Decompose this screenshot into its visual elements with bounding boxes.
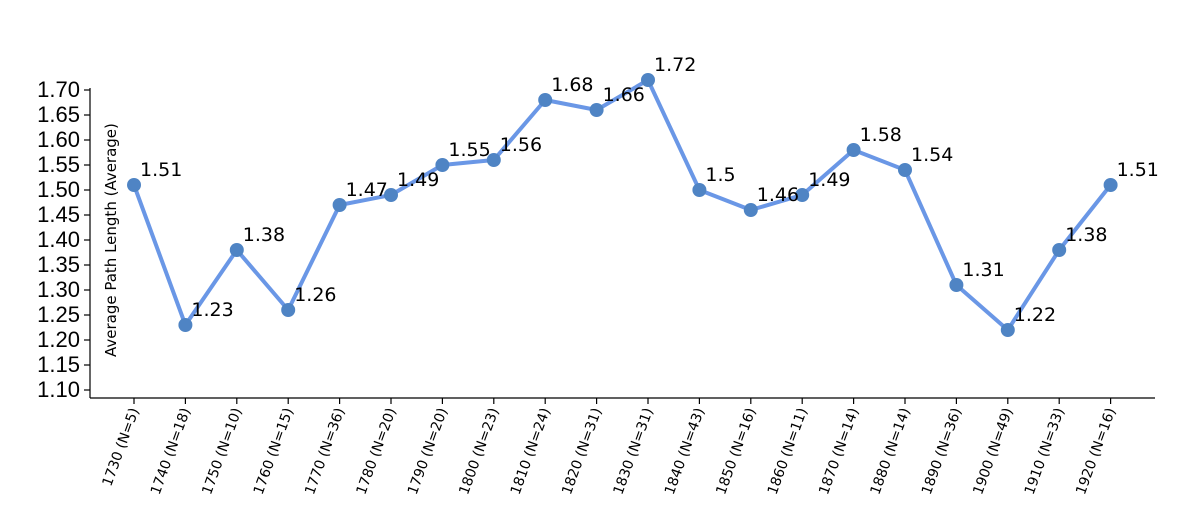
x-tick-label: 1900 (N=49): [970, 406, 1016, 497]
series-line: [132, 78, 1113, 332]
x-tick-label: 1830 (N=31): [611, 406, 657, 497]
y-axis: 1.101.151.201.251.301.351.401.451.501.55…: [37, 77, 91, 402]
data-points: [127, 73, 1118, 337]
x-tick-label: 1750 (N=10): [199, 406, 245, 497]
x-tick-label: 1800 (N=23): [456, 406, 502, 497]
x-tick-label: 1880 (N=14): [868, 406, 914, 497]
data-label: 1.38: [1065, 224, 1107, 246]
y-tick-label: 1.10: [37, 377, 80, 402]
x-tick-label: 1810 (N=24): [508, 406, 554, 497]
data-label: 1.54: [911, 144, 953, 166]
x-tick-labels: 1730 (N=5) 1740 (N=18) 1750 (N=10) 1760 (N=…: [100, 398, 1119, 497]
y-tick-label: 1.20: [37, 327, 80, 352]
y-tick-label: 1.15: [37, 352, 80, 377]
data-point: [743, 203, 758, 217]
data-point: [1103, 178, 1118, 192]
x-tick-label: 1760 (N=15): [251, 406, 297, 497]
data-point: [384, 188, 398, 202]
data-point: [641, 73, 655, 87]
y-axis-label: Average Path Length (Average): [102, 123, 120, 357]
x-tick-label: 1790 (N=20): [405, 406, 451, 497]
data-point: [898, 163, 912, 177]
data-point: [1000, 323, 1015, 337]
y-tick-label: 1.30: [37, 277, 80, 302]
data-point: [127, 178, 141, 192]
data-point: [486, 153, 501, 167]
data-label: 1.68: [551, 74, 593, 96]
data-label: 1.46: [757, 184, 799, 206]
y-tick-label: 1.35: [37, 252, 80, 277]
x-tick-label: 1870 (N=14): [816, 406, 862, 497]
data-label: 1.5: [705, 164, 735, 186]
x-tick-label: 1740 (N=18): [148, 406, 194, 497]
data-label: 1.31: [962, 259, 1004, 281]
y-tick-label: 1.55: [37, 152, 80, 177]
y-tick-label: 1.50: [37, 177, 80, 202]
data-label: 1.72: [654, 54, 696, 76]
data-point: [281, 303, 296, 317]
y-tick-label: 1.25: [37, 302, 80, 327]
data-label: 1.66: [603, 84, 645, 106]
y-tick-label: 1.40: [37, 227, 80, 252]
y-tick-label: 1.45: [37, 202, 80, 227]
data-labels: 1.51 1.23 1.38 1.26 1.47 1.49 1.55 1.56 1.68 1.66…: [140, 54, 1159, 326]
x-tick-label: 1840 (N=43): [662, 406, 708, 497]
data-label: 1.22: [1014, 304, 1056, 326]
y-tick-labels: 1.101.151.201.251.301.351.401.451.501.55…: [37, 77, 90, 402]
x-tick-label: 1910 (N=33): [1022, 406, 1068, 497]
x-tick-label: 1780 (N=20): [354, 406, 400, 497]
data-point: [1052, 243, 1067, 257]
data-point: [332, 198, 347, 212]
data-label: 1.38: [243, 224, 285, 246]
data-point: [589, 103, 604, 117]
x-tick-label: 1770 (N=36): [302, 406, 348, 497]
x-tick-label: 1820 (N=31): [559, 406, 605, 497]
y-tick-label: 1.65: [37, 102, 80, 127]
data-point: [229, 243, 244, 257]
data-label: 1.58: [860, 124, 902, 146]
data-point: [846, 143, 861, 157]
x-tick-label: 1920 (N=16): [1073, 406, 1119, 497]
data-label: 1.51: [1117, 159, 1159, 181]
x-axis: 1730 (N=5) 1740 (N=18) 1750 (N=10) 1760 (N=…: [90, 397, 1155, 497]
data-label: 1.49: [397, 169, 439, 191]
data-point: [949, 278, 964, 292]
x-tick-label: 1730 (N=5): [100, 406, 143, 489]
data-point: [692, 183, 707, 197]
data-point: [178, 318, 193, 332]
x-tick-label: 1850 (N=16): [713, 406, 759, 497]
data-label: 1.47: [346, 179, 388, 201]
data-label: 1.26: [294, 284, 336, 306]
data-label: 1.55: [448, 139, 490, 161]
data-label: 1.49: [808, 169, 850, 191]
data-point: [795, 188, 810, 202]
data-label: 1.56: [500, 134, 542, 156]
x-tick-label: 1860 (N=11): [765, 406, 811, 497]
data-point: [435, 158, 450, 172]
x-tick-label: 1890 (N=36): [919, 406, 965, 497]
data-label: 1.51: [140, 159, 182, 181]
y-tick-label: 1.60: [37, 127, 80, 152]
data-label: 1.23: [191, 299, 233, 321]
y-tick-label: 1.70: [37, 77, 80, 102]
data-point: [538, 93, 553, 107]
